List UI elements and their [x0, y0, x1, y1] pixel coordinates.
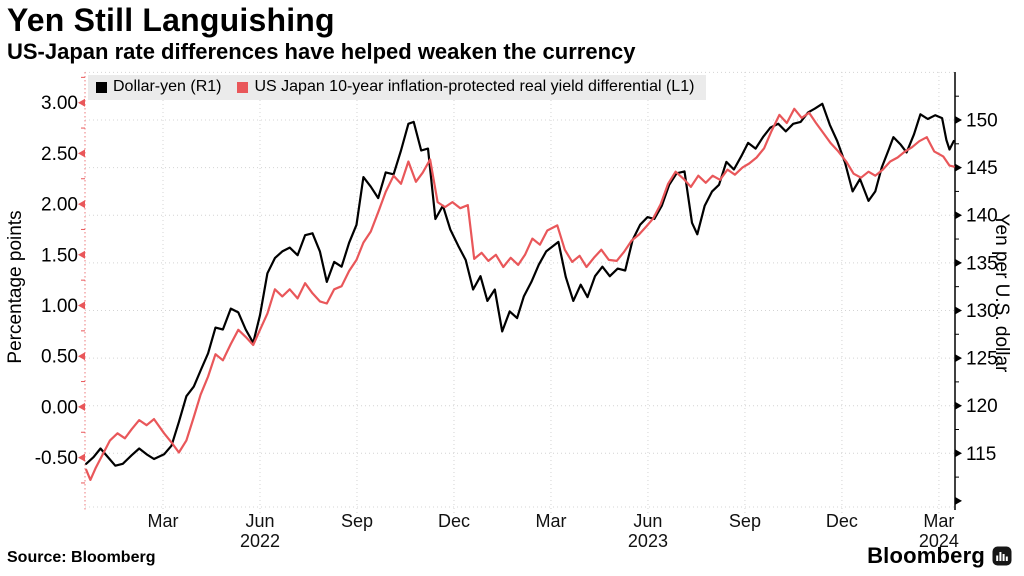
- right-axis-major-tick: [955, 116, 962, 124]
- left-axis-tick-label: 0.50: [41, 347, 78, 368]
- x-axis-month-label: Jun: [245, 511, 274, 531]
- x-axis-year-label: 2022: [240, 531, 280, 551]
- right-axis-tick-label: 135: [966, 253, 998, 274]
- right-axis-major-tick: [955, 496, 962, 505]
- legend-swatch: [96, 81, 107, 93]
- x-axis-year-label: 2024: [919, 531, 959, 551]
- source-text: Source: Bloomberg: [7, 549, 156, 566]
- series-line-dollar-yen: [85, 102, 955, 467]
- left-axis-major-tick: [78, 352, 85, 361]
- right-axis-major-tick: [955, 449, 962, 458]
- x-axis-month-label: Mar: [923, 511, 954, 531]
- legend: Dollar-yen (R1) US Japan 10-year inflatio…: [88, 75, 707, 100]
- right-axis-major-tick: [955, 401, 962, 410]
- left-axis-tick-label: 0.00: [41, 397, 78, 418]
- bloomberg-wordmark: Bloomberg: [867, 543, 985, 568]
- x-axis-month-label: Dec: [826, 511, 858, 531]
- right-axis-major-tick: [955, 211, 962, 220]
- left-axis-major-tick: [78, 402, 85, 411]
- left-axis-tick-label: 2.00: [41, 195, 78, 216]
- left-axis-major-tick: [78, 149, 85, 158]
- left-axis-major-tick: [78, 453, 85, 462]
- right-axis-tick-label: 130: [966, 301, 998, 322]
- right-axis-tick-label: 115: [966, 444, 996, 465]
- left-axis-tick-label: 3.00: [41, 93, 78, 114]
- left-axis-major-tick: [78, 250, 85, 259]
- x-axis-month-label: Sep: [729, 511, 761, 531]
- x-axis-month-label: Mar: [535, 511, 566, 531]
- x-axis-month-label: Jun: [633, 511, 662, 531]
- left-axis-major-tick: [78, 98, 85, 107]
- page-subtitle: US-Japan rate differences have helped we…: [7, 39, 636, 64]
- x-axis-month-label: Dec: [438, 511, 470, 531]
- bloomberg-logo-icon: [992, 546, 1012, 566]
- left-axis-tick-label: 1.50: [41, 245, 78, 266]
- legend-item: US Japan 10-year inflation-protected rea…: [237, 78, 694, 96]
- right-axis-major-tick: [955, 163, 962, 172]
- x-axis-month-label: Mar: [148, 511, 179, 531]
- right-axis-tick-label: 140: [966, 206, 998, 227]
- legend-item: Dollar-yen (R1): [96, 78, 221, 96]
- right-axis-major-tick: [955, 354, 962, 363]
- right-axis-tick-label: 145: [966, 158, 998, 179]
- right-axis-tick-label: 150: [966, 111, 998, 132]
- page-title: Yen Still Languishing: [7, 2, 335, 38]
- x-axis-month-label: Sep: [341, 511, 373, 531]
- right-axis-major-tick: [955, 258, 962, 267]
- series-line-yield-differential: [85, 107, 955, 481]
- legend-swatch: [237, 81, 249, 93]
- legend-label: Dollar-yen (R1): [113, 78, 222, 95]
- left-axis-major-tick: [78, 200, 85, 209]
- x-axis-year-label: 2023: [628, 531, 668, 551]
- bloomberg-brand: Bloomberg: [867, 543, 1012, 569]
- legend-label: US Japan 10-year inflation-protected rea…: [254, 78, 695, 95]
- left-axis-tick-label: -0.50: [35, 448, 78, 469]
- left-axis-major-tick: [78, 301, 85, 310]
- left-axis-tick-label: 2.50: [41, 144, 78, 165]
- right-axis-major-tick: [955, 306, 962, 315]
- right-axis-tick-label: 125: [966, 349, 998, 370]
- right-axis-tick-label: 120: [966, 396, 998, 417]
- left-axis-tick-label: 1.00: [41, 296, 78, 317]
